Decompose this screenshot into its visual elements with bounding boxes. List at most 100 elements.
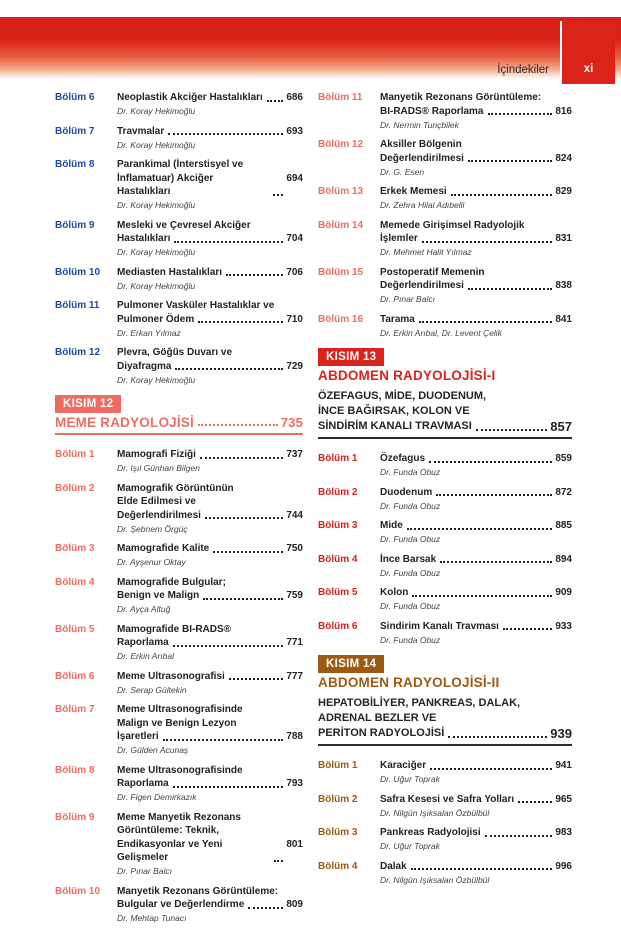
chapter-label: Bölüm 11 [55, 300, 100, 311]
chapter-title: Elde Edilmesi ve [117, 496, 196, 507]
chapter-title-line: Meme Ultrasonografisi 777 [117, 670, 303, 684]
chapter-authors: Dr. G. Esen [380, 166, 425, 177]
section-page-number: 735 [280, 415, 303, 430]
toc-entry: Bölüm 4 İnce Barsak 894 Dr. Funda Obuz [318, 553, 572, 579]
chapter-authors: Dr. Koray Hekimoğlu [117, 374, 196, 385]
toc-entry: Bölüm 1 Mamografi Fiziği 737 Dr. Işıl Günha… [55, 448, 303, 474]
chapter-page-number: 750 [286, 543, 303, 554]
chapter-title: Mamografide Bulgular; [117, 576, 226, 588]
chapter-title-line: Değerlendirilmesi 824 [380, 152, 572, 166]
chapter-title: Raporlama [117, 778, 169, 789]
section-title: MEME RADYOLOJİSİ [55, 415, 194, 430]
chapter-title: BI-RADS® Raporlama [380, 105, 484, 117]
dot-leader [168, 133, 284, 135]
toc-entry: Bölüm 9 Meme Manyetik Rezonans Görüntüleme… [55, 811, 303, 877]
chapter-title-line: Diyafragma 729 [117, 360, 303, 374]
chapter-title: Malign ve Benign Lezyon [117, 717, 237, 729]
chapter-title-line: İnce Barsak 894 [380, 553, 572, 567]
dot-leader [228, 678, 284, 680]
chapter-title: Meme Ultrasonografisi [117, 670, 225, 682]
chapter-title: Tarama [380, 313, 415, 325]
chapter-authors: Dr. Zehra Hilal Adıbelli [380, 200, 465, 210]
chapter-title-line: Mediasten Hastalıkları 706 [117, 266, 303, 280]
chapter-authors: Dr. Işıl Günhan Bilgen [117, 463, 200, 473]
chapter-authors: Dr. Ayşenur Oktay [117, 557, 186, 567]
section-subtitle-line: ÖZEFAGUS, MİDE, DUODENUM, [318, 389, 572, 404]
chapter-title: Benign ve Malign [117, 590, 200, 601]
section-rule [318, 744, 572, 746]
toc-entry: Bölüm 1 Özefagus 859 Dr. Funda Obuz [318, 452, 572, 478]
chapter-label: Bölüm 1 [55, 449, 95, 460]
chapter-label: Bölüm 9 [55, 219, 95, 231]
chapter-title-line: İşlemler 831 [380, 232, 572, 246]
toc-entry: Bölüm 4 Mamografide Bulgular; Benign ve Ma… [55, 576, 303, 615]
section-subtitle-line: İNCE BAĞIRSAK, KOLON VE [318, 404, 572, 419]
chapter-title-line: Meme Manyetik Rezonans [117, 811, 303, 825]
chapter-page-number: 885 [555, 520, 572, 531]
dot-leader [172, 785, 284, 788]
section-rule [55, 433, 303, 435]
chapter-entry-body: Mamografi Fiziği 737 Dr. Işıl Günhan Bilge… [117, 448, 303, 474]
chapter-authors: Dr. Pınar Balcı [117, 866, 172, 876]
chapter-label: Bölüm 10 [55, 885, 101, 897]
chapter-authors: Dr. Erkin Arıbal [117, 651, 174, 661]
chapter-title: Mide [380, 520, 403, 531]
chapter-title-line: Elde Edilmesi ve [117, 495, 303, 509]
toc-entry: Bölüm 3 Mide 885 Dr. Funda Obuz [318, 519, 572, 545]
toc-entry: Bölüm 6 Neoplastik Akciğer Hastalıkları 68… [55, 91, 303, 117]
chapter-page-number: 793 [286, 778, 303, 789]
chapter-title-line: Hastalıkları 704 [117, 232, 303, 246]
chapter-entry-body: Neoplastik Akciğer Hastalıkları 686 Dr. Ko… [117, 91, 303, 117]
chapter-entry-body: Parankimal (İnterstisyel ve İnflamatuar) … [117, 158, 303, 211]
chapter-page-number: 816 [555, 105, 572, 117]
toc-entry: Bölüm 7 Meme Ultrasonografisinde Malign ve… [55, 703, 303, 756]
chapter-entry-body: Özefagus 859 Dr. Funda Obuz [380, 452, 572, 478]
dot-leader [440, 561, 553, 563]
dot-leader [197, 424, 278, 426]
chapter-authors: Dr. Koray Hekimoğlu [117, 247, 196, 257]
chapter-title-line: Pulmoner Ödem 710 [117, 313, 303, 327]
chapter-entry-body: Mamografide BI-RADS® Raporlama 771 Dr. Erki… [117, 623, 303, 662]
chapter-authors: Dr. Nilgün Işıksalan Özbülbül [380, 807, 490, 818]
chapter-title: Meme Ultrasonografisinde [117, 764, 243, 776]
chapter-title-line: Mesleki ve Çevresel Akciğer [117, 219, 303, 233]
chapter-page-number: 965 [555, 793, 572, 805]
chapter-label: Bölüm 8 [55, 159, 95, 170]
dot-leader [412, 594, 553, 597]
chapter-title-line: Aksiller Bölgenin [380, 138, 572, 152]
chapter-entry-body: Manyetik Rezonans Görüntüleme: Bulgular v… [117, 885, 303, 924]
chapter-title-line: Mamografide Bulgular; [117, 576, 303, 590]
dot-leader [487, 113, 553, 115]
chapter-entry-body: Meme Ultrasonografisinde Raporlama 793 Dr. … [117, 764, 303, 803]
chapter-page-number: 909 [555, 587, 572, 598]
chapter-page-number: 777 [286, 670, 303, 682]
dot-leader [518, 801, 553, 803]
chapter-title: Duodenum [380, 486, 433, 498]
chapter-label: Bölüm 3 [55, 543, 95, 554]
section-subtitle-line: HEPATOBİLİYER, PANKREAS, DALAK, [318, 696, 572, 711]
chapter-authors: Dr. Funda Obuz [380, 500, 441, 511]
chapter-label: Bölüm 5 [55, 623, 95, 635]
chapter-entry-body: Kolon 909 Dr. Funda Obuz [380, 586, 572, 612]
toc-entry: Bölüm 9 Mesleki ve Çevresel Akciğer Hastal… [55, 219, 303, 258]
chapter-entry-body: Mamografik Görüntünün Elde Edilmesi ve Değ… [117, 482, 303, 535]
chapter-entry-body: Mide 885 Dr. Funda Obuz [380, 519, 572, 545]
chapter-title-line: Bulgular ve Değerlendirme 809 [117, 898, 303, 912]
chapter-title-line: Değerlendirilmesi 838 [380, 279, 572, 293]
chapter-title-line: Pulmoner Vasküler Hastalıklar ve [117, 299, 303, 313]
chapter-authors: Dr. Nilgün Işıksalan Özbülbül [380, 874, 490, 885]
chapter-page-number: 801 [286, 838, 303, 850]
chapter-entry-body: Erkek Memesi 829 Dr. Zehra Hilal Adıbelli [380, 185, 572, 211]
dot-leader [418, 321, 553, 323]
section-rule [318, 437, 572, 439]
chapter-title-line: Manyetik Rezonans Görüntüleme: [380, 91, 572, 105]
chapter-title: Değerlendirilmesi [117, 509, 201, 521]
chapter-page-number: 894 [555, 553, 572, 565]
toc-section: KISIM 14 ABDOMEN RADYOLOJİSİ-II HEPATOBİLİ… [318, 654, 572, 746]
chapter-title-line: Neoplastik Akciğer Hastalıkları 686 [117, 91, 303, 105]
section-subtitle-text: SİNDİRİM KANALI TRAVMASI [318, 420, 472, 432]
toc-entry: Bölüm 2 Duodenum 872 Dr. Funda Obuz [318, 486, 572, 512]
chapter-label: Bölüm 1 [318, 453, 358, 464]
dot-leader [429, 460, 553, 463]
